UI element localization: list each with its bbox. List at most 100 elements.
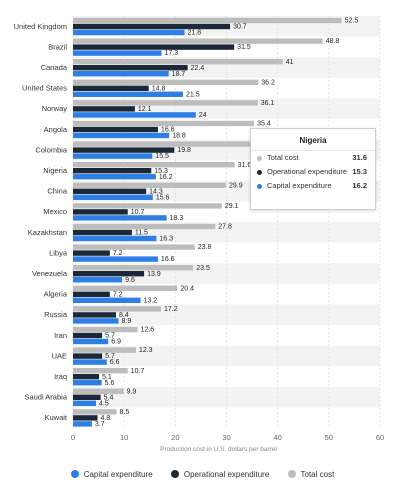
- bar-total-cost: [73, 388, 124, 394]
- x-tick-label: 30: [222, 433, 230, 442]
- y-tick-label: Iran: [54, 331, 67, 340]
- bar-operational-expenditure: [73, 147, 175, 153]
- bar-operational-expenditure: [73, 126, 158, 133]
- bar-capital-expenditure: [73, 359, 107, 365]
- legend-item-capital-expenditure[interactable]: Capital expenditure: [70, 470, 153, 479]
- tooltip-marker-capital: [257, 184, 262, 189]
- y-tick-label: Libya: [49, 248, 68, 257]
- data-label: 27.8: [218, 224, 232, 231]
- data-label: 8.4: [119, 312, 129, 319]
- bar-chart: 0 10 20 30 40 50 60 Production cost in U.S. dol…: [14, 16, 384, 453]
- x-tick-label: 40: [273, 433, 281, 442]
- y-tick-label: Colombia: [35, 145, 68, 154]
- y-tick-label: Brazil: [48, 42, 67, 51]
- data-label: 29.9: [229, 182, 243, 189]
- bar-operational-expenditure: [73, 23, 231, 30]
- bar-capital-expenditure: [73, 91, 184, 97]
- data-label: 22.4: [191, 65, 205, 72]
- data-label: 15.3: [154, 168, 168, 175]
- data-label: 29.1: [225, 203, 239, 210]
- y-tick-label: Kuwait: [44, 413, 67, 422]
- bar-operational-expenditure: [73, 229, 132, 236]
- bar-capital-expenditure: [73, 194, 153, 200]
- y-tick-label: United Kingdom: [14, 22, 67, 31]
- tooltip-row-total: Total cost 31.6: [251, 151, 375, 165]
- bar-capital-expenditure: [73, 71, 169, 77]
- bar-operational-expenditure: [73, 271, 145, 277]
- bar-total-cost: [73, 79, 259, 85]
- y-tick-label: Mexico: [43, 207, 67, 216]
- bar-total-cost: [73, 285, 178, 291]
- data-label: 16.6: [161, 256, 175, 263]
- legend-item-total-cost[interactable]: Total cost: [287, 470, 334, 479]
- bar-capital-expenditure: [73, 153, 153, 159]
- bar-operational-expenditure: [73, 209, 128, 215]
- data-label: 24: [199, 112, 207, 119]
- bar-total-cost: [73, 182, 226, 188]
- chart-legend: Capital expenditure Operational expendit…: [0, 470, 405, 479]
- legend-item-operational-expenditure[interactable]: Operational expenditure: [170, 470, 270, 479]
- bar-capital-expenditure: [73, 318, 119, 324]
- bar-capital-expenditure: [73, 297, 141, 303]
- data-label: 21.5: [186, 91, 200, 98]
- bar-operational-expenditure: [73, 332, 103, 339]
- data-label: 36.2: [261, 79, 275, 86]
- y-tick-label: Saudi Arabia: [24, 393, 67, 402]
- bar-capital-expenditure: [73, 338, 109, 345]
- bar-total-cost: [73, 59, 283, 65]
- bar-total-cost: [73, 141, 254, 147]
- bar-operational-expenditure: [73, 44, 235, 50]
- data-label: 31.6: [238, 162, 252, 169]
- data-label: 10.7: [131, 209, 145, 216]
- data-label: 12.6: [140, 327, 154, 334]
- data-label: 9.6: [125, 277, 135, 284]
- data-label: 17.2: [164, 306, 178, 313]
- bar-capital-expenditure: [73, 132, 170, 139]
- data-label: 21.8: [188, 30, 202, 37]
- x-tick-label: 10: [120, 433, 128, 442]
- legend-label: Operational expenditure: [183, 470, 270, 479]
- bar-total-cost: [73, 120, 255, 127]
- y-tick-label: Venezuela: [32, 269, 68, 278]
- bar-operational-expenditure: [73, 312, 116, 318]
- y-tick-label: China: [47, 187, 67, 196]
- y-tick-label: Angola: [44, 125, 68, 134]
- data-label: 4.8: [101, 415, 111, 422]
- y-tick-label: Norway: [42, 104, 68, 113]
- bar-operational-expenditure: [73, 353, 103, 359]
- data-label: 5.7: [105, 333, 115, 340]
- bar-operational-expenditure: [73, 65, 188, 71]
- data-label: 9.9: [127, 388, 137, 395]
- data-label: 7.2: [113, 250, 123, 257]
- tooltip-label: Capital expenditure: [267, 181, 332, 190]
- bar-operational-expenditure: [73, 415, 98, 421]
- tooltip-row-operational: Operational expenditure 15.3: [251, 165, 375, 179]
- data-label: 35.4: [257, 121, 271, 128]
- tooltip-value: 15.3: [352, 167, 367, 176]
- row-band: [73, 345, 380, 367]
- data-label: 5.6: [105, 380, 115, 387]
- chart-tooltip: Nigeria Total cost 31.6 Operational expe…: [250, 128, 376, 210]
- x-tick-label: 20: [171, 433, 179, 442]
- data-label: 23.8: [198, 244, 212, 251]
- x-tick-label: 0: [71, 433, 75, 442]
- y-tick-label: Russia: [44, 310, 68, 319]
- bar-capital-expenditure: [73, 256, 158, 262]
- x-axis-title: Production cost in U.S. dollars per barr…: [160, 446, 277, 453]
- bar-total-cost: [73, 326, 138, 333]
- data-label: 13.9: [147, 271, 161, 278]
- legend-marker-total: [287, 470, 296, 478]
- tooltip-marker-total: [257, 156, 262, 161]
- data-label: 15.6: [156, 194, 170, 201]
- data-label: 5.7: [105, 353, 115, 360]
- data-label: 19.8: [177, 147, 191, 154]
- data-label: 36.1: [261, 100, 275, 107]
- y-tick-label: United States: [22, 84, 67, 93]
- data-label: 18.8: [172, 133, 186, 140]
- bar-total-cost: [73, 203, 222, 209]
- bar-total-cost: [73, 368, 128, 374]
- bar-capital-expenditure: [73, 215, 167, 221]
- bar-capital-expenditure: [73, 29, 185, 36]
- data-label: 14.8: [152, 85, 166, 92]
- bar-total-cost: [73, 409, 117, 415]
